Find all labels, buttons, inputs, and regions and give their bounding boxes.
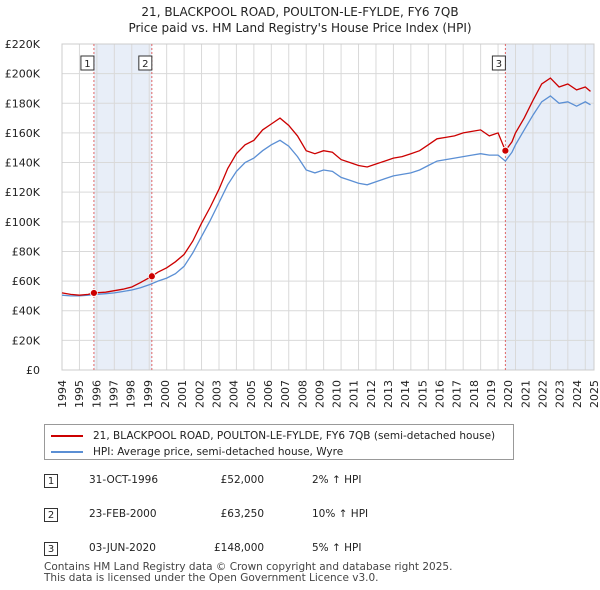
- shaded-period: [505, 44, 594, 370]
- chart-title: 21, BLACKPOOL ROAD, POULTON-LE-FYLDE, FY…: [141, 5, 458, 19]
- x-tick-label: 1996: [90, 380, 103, 408]
- x-tick-label: 2007: [279, 380, 292, 408]
- x-tick-label: 2012: [365, 380, 378, 408]
- price-chart: 21, BLACKPOOL ROAD, POULTON-LE-FYLDE, FY…: [5, 5, 600, 408]
- plot-frame: [61, 43, 595, 371]
- sale-number-badge: 1: [44, 474, 58, 488]
- legend-swatch-property: [51, 435, 83, 437]
- sale-marker-box: [80, 55, 95, 71]
- sale-date: 23-FEB-2000: [89, 508, 157, 520]
- x-tick-label: 2002: [193, 380, 206, 408]
- sale-price: £52,000: [220, 474, 264, 486]
- sale-point: [90, 289, 98, 297]
- series-line: [61, 95, 591, 297]
- x-tick-label: 2015: [416, 380, 429, 408]
- y-tick-label: £180K: [5, 97, 41, 110]
- x-tick-label: 1999: [142, 380, 155, 408]
- sale-marker-box: [491, 55, 506, 71]
- x-tick-label: 2000: [159, 380, 172, 408]
- legend-label-property: 21, BLACKPOOL ROAD, POULTON-LE-FYLDE, FY…: [93, 430, 496, 442]
- x-tick-label: 2025: [588, 380, 600, 408]
- x-tick-label: 2018: [468, 380, 481, 408]
- x-tick-label: 2022: [537, 380, 550, 408]
- y-tick-label: £220K: [5, 38, 41, 51]
- sale-price: £148,000: [214, 542, 265, 554]
- sale-hpi-change: 5% ↑ HPI: [312, 542, 362, 554]
- shaded-period: [93, 44, 152, 370]
- x-tick-label: 1998: [125, 380, 138, 408]
- sale-marker-label: 1: [84, 59, 90, 70]
- x-tick-label: 2010: [331, 380, 344, 408]
- y-tick-label: £200K: [5, 68, 41, 81]
- y-tick-label: £80K: [12, 245, 41, 258]
- sale-price: £63,250: [220, 508, 264, 520]
- x-tick-label: 2006: [262, 380, 275, 408]
- x-tick-label: 2009: [313, 380, 326, 408]
- sale-number-badge: 2: [44, 508, 58, 522]
- legend: 21, BLACKPOOL ROAD, POULTON-LE-FYLDE, FY…: [44, 424, 514, 460]
- sale-marker-label: 3: [496, 59, 502, 70]
- x-tick-label: 2013: [382, 380, 395, 408]
- sale-hpi-change: 2% ↑ HPI: [312, 474, 362, 486]
- y-tick-label: £160K: [5, 127, 41, 140]
- x-tick-label: 2008: [296, 380, 309, 408]
- sale-marker-label: 2: [142, 59, 148, 70]
- x-tick-label: 2005: [245, 380, 258, 408]
- sale-number-badge: 3: [44, 542, 58, 556]
- x-tick-label: 1995: [73, 380, 86, 408]
- x-tick-label: 2011: [348, 380, 361, 408]
- y-tick-label: £20K: [12, 334, 41, 347]
- x-tick-label: 2016: [434, 380, 447, 408]
- sale-point: [501, 146, 510, 155]
- legend-swatch-hpi: [51, 451, 83, 453]
- footer-copyright: Contains HM Land Registry data © Crown c…: [44, 561, 453, 573]
- y-tick-label: £60K: [12, 275, 41, 288]
- x-tick-label: 2003: [210, 380, 223, 408]
- sale-hpi-change: 10% ↑ HPI: [312, 508, 369, 520]
- y-tick-label: £140K: [5, 157, 41, 170]
- y-tick-label: £120K: [5, 186, 41, 199]
- x-tick-label: 1994: [56, 380, 69, 408]
- legend-label-hpi: HPI: Average price, semi-detached house,…: [93, 446, 344, 458]
- y-tick-label: £40K: [12, 305, 41, 318]
- chart-subtitle: Price paid vs. HM Land Registry's House …: [128, 21, 471, 35]
- sale-date: 31-OCT-1996: [89, 474, 158, 486]
- legend-item-property: 21, BLACKPOOL ROAD, POULTON-LE-FYLDE, FY…: [51, 429, 495, 443]
- legend-item-hpi: HPI: Average price, semi-detached house,…: [51, 445, 343, 459]
- x-tick-label: 2024: [571, 380, 584, 408]
- footer: Contains HM Land Registry data © Crown c…: [44, 562, 452, 584]
- x-tick-label: 2020: [502, 380, 515, 408]
- x-tick-label: 2023: [554, 380, 567, 408]
- sale-date: 03-JUN-2020: [89, 542, 156, 554]
- x-tick-label: 2019: [485, 380, 498, 408]
- x-tick-label: 2017: [451, 380, 464, 408]
- y-tick-label: £100K: [5, 216, 41, 229]
- footer-licence: This data is licensed under the Open Gov…: [44, 572, 379, 584]
- x-tick-label: 2001: [176, 380, 189, 408]
- sale-point: [147, 272, 156, 281]
- x-tick-label: 2014: [399, 380, 412, 408]
- sale-marker-box: [138, 55, 153, 71]
- y-tick-label: £0: [26, 364, 40, 377]
- x-tick-label: 1997: [107, 380, 120, 408]
- x-tick-label: 2021: [519, 380, 532, 408]
- x-tick-label: 2004: [228, 380, 241, 408]
